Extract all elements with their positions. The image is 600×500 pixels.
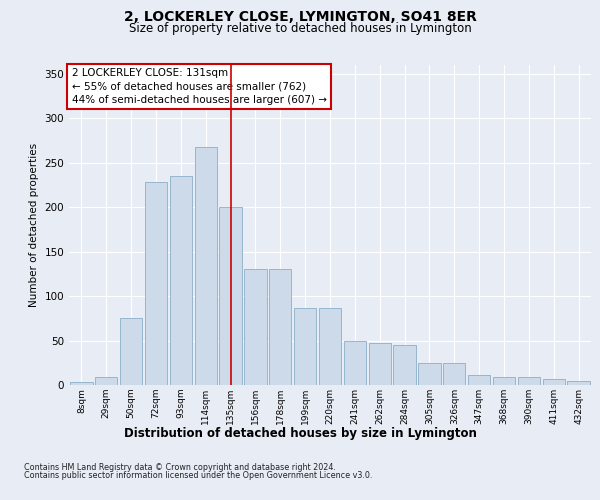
Text: 2 LOCKERLEY CLOSE: 131sqm
← 55% of detached houses are smaller (762)
44% of semi: 2 LOCKERLEY CLOSE: 131sqm ← 55% of detac… <box>71 68 326 104</box>
Bar <box>294 308 316 385</box>
Bar <box>443 363 466 385</box>
Bar <box>518 377 540 385</box>
Bar <box>95 377 118 385</box>
Bar <box>319 308 341 385</box>
Text: Contains public sector information licensed under the Open Government Licence v3: Contains public sector information licen… <box>24 471 373 480</box>
Bar <box>344 340 366 385</box>
Text: Distribution of detached houses by size in Lymington: Distribution of detached houses by size … <box>124 428 476 440</box>
Text: 2, LOCKERLEY CLOSE, LYMINGTON, SO41 8ER: 2, LOCKERLEY CLOSE, LYMINGTON, SO41 8ER <box>124 10 476 24</box>
Bar <box>418 363 440 385</box>
Bar <box>568 380 590 385</box>
Bar <box>269 270 292 385</box>
Text: Contains HM Land Registry data © Crown copyright and database right 2024.: Contains HM Land Registry data © Crown c… <box>24 462 336 471</box>
Bar <box>394 345 416 385</box>
Y-axis label: Number of detached properties: Number of detached properties <box>29 143 39 307</box>
Bar <box>220 207 242 385</box>
Bar <box>244 270 266 385</box>
Bar <box>194 147 217 385</box>
Bar <box>542 379 565 385</box>
Bar <box>120 318 142 385</box>
Bar <box>170 176 192 385</box>
Text: Size of property relative to detached houses in Lymington: Size of property relative to detached ho… <box>128 22 472 35</box>
Bar <box>70 382 92 385</box>
Bar <box>468 375 490 385</box>
Bar <box>368 343 391 385</box>
Bar <box>145 182 167 385</box>
Bar <box>493 377 515 385</box>
